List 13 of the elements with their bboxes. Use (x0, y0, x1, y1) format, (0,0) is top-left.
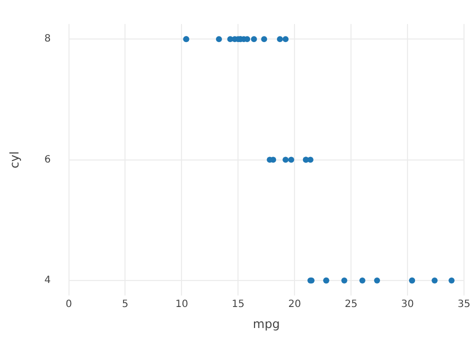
y-tick-label: 6 (44, 154, 51, 166)
y-tick-label: 8 (44, 34, 51, 45)
y-tick-label: 4 (44, 275, 51, 286)
x-tick-label: 30 (401, 299, 414, 310)
x-tick-label: 0 (66, 299, 72, 310)
x-tick-label: 35 (458, 299, 470, 310)
x-tick-label: 10 (175, 299, 188, 310)
x-tick-label: 15 (232, 299, 245, 310)
x-tick-label: 5 (122, 299, 128, 310)
x-axis-title: mpg (252, 316, 280, 331)
x-tick-label: 20 (288, 299, 301, 310)
x-tick-label: 25 (344, 299, 358, 310)
y-axis-title: cyl (7, 151, 22, 168)
